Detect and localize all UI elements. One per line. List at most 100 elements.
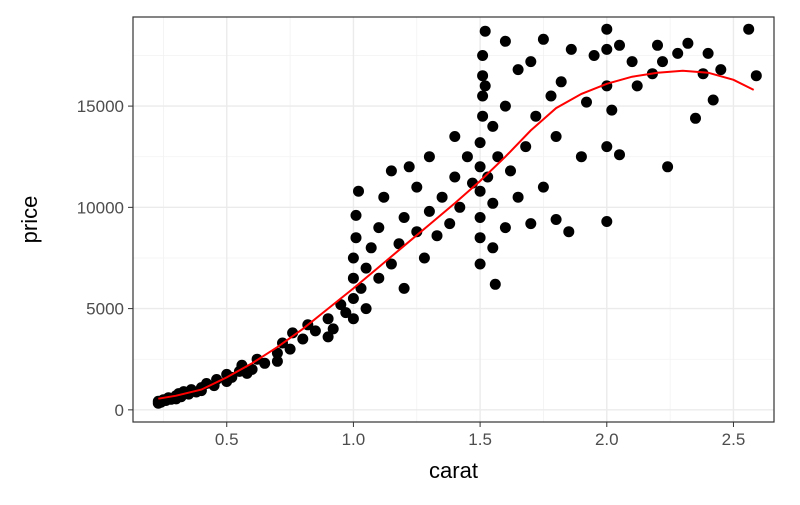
smooth-curve-layer — [158, 69, 755, 400]
data-point — [423, 151, 435, 163]
data-point — [626, 56, 638, 68]
data-point — [482, 171, 494, 183]
x-tick-label: 1.0 — [342, 430, 366, 449]
data-point — [525, 56, 537, 68]
data-point — [347, 252, 359, 264]
data-point — [211, 374, 223, 385]
data-point — [403, 161, 415, 173]
data-point — [474, 185, 486, 197]
data-point — [601, 141, 613, 153]
data-point — [550, 214, 562, 225]
data-point — [398, 282, 410, 294]
data-point — [411, 181, 423, 193]
data-point — [418, 252, 430, 264]
data-point — [385, 165, 397, 177]
y-tick-label: 10000 — [77, 198, 124, 217]
data-point — [373, 222, 385, 234]
data-point — [271, 347, 283, 359]
data-point — [350, 232, 362, 244]
x-axis-title: carat — [429, 458, 478, 483]
data-point — [601, 216, 613, 227]
panel-border — [132, 16, 775, 423]
data-point — [672, 47, 684, 59]
data-point — [411, 226, 423, 238]
data-point — [537, 181, 549, 193]
data-point — [360, 262, 372, 274]
data-point — [525, 218, 537, 230]
data-point — [449, 131, 461, 142]
x-tick-label: 2.0 — [595, 430, 619, 449]
data-point — [505, 165, 516, 177]
data-point — [697, 68, 709, 80]
data-point — [581, 96, 592, 108]
data-point — [353, 185, 364, 197]
grid-lines — [133, 17, 774, 422]
data-point — [477, 90, 489, 102]
data-point — [662, 161, 674, 173]
data-point — [555, 76, 567, 88]
y-axis-title: price — [17, 196, 42, 244]
data-point — [431, 230, 443, 242]
data-point — [707, 94, 719, 106]
data-point — [682, 37, 694, 49]
data-point — [226, 371, 238, 383]
y-tick-label: 15000 — [77, 97, 124, 116]
data-point — [444, 218, 456, 230]
data-point — [322, 313, 334, 325]
data-point — [487, 120, 499, 132]
data-point — [601, 43, 613, 55]
data-point — [657, 56, 668, 68]
data-point — [385, 258, 397, 270]
data-point — [340, 307, 352, 319]
data-points — [152, 23, 762, 409]
data-point — [259, 357, 271, 369]
data-point — [588, 50, 600, 61]
data-point — [690, 112, 701, 124]
data-point — [492, 151, 504, 163]
data-point — [287, 327, 299, 339]
data-point — [743, 23, 755, 35]
data-point — [479, 25, 491, 37]
data-point — [520, 141, 532, 153]
data-point — [565, 43, 577, 55]
data-point — [246, 363, 258, 375]
y-tick-label: 5000 — [86, 300, 124, 319]
data-point — [350, 209, 362, 221]
data-point — [575, 151, 587, 163]
data-point — [477, 110, 489, 122]
y-tick-label: 0 — [115, 401, 124, 420]
data-point — [614, 149, 625, 161]
data-point — [347, 272, 359, 284]
data-point — [631, 80, 643, 92]
data-point — [479, 80, 491, 92]
data-point — [477, 50, 489, 61]
data-point — [487, 197, 499, 209]
data-point — [499, 35, 511, 47]
data-point — [652, 39, 663, 51]
data-point — [309, 325, 321, 337]
data-point — [373, 272, 385, 284]
data-point — [474, 232, 486, 244]
data-point — [512, 191, 524, 203]
data-point — [530, 110, 542, 122]
data-point — [423, 205, 435, 217]
data-point — [365, 242, 377, 254]
data-point — [499, 100, 511, 112]
data-point — [347, 313, 359, 325]
data-point — [474, 137, 486, 149]
data-point — [487, 242, 499, 254]
data-point — [614, 39, 625, 51]
data-point — [360, 303, 372, 315]
data-point — [297, 333, 309, 345]
x-tick-label: 1.5 — [468, 430, 492, 449]
x-tick-label: 2.5 — [722, 430, 746, 449]
data-point — [454, 201, 466, 213]
data-point — [512, 64, 524, 76]
data-point — [545, 90, 557, 102]
data-point — [474, 212, 486, 223]
data-point — [499, 222, 511, 234]
data-point — [347, 293, 359, 304]
data-point — [702, 47, 714, 59]
